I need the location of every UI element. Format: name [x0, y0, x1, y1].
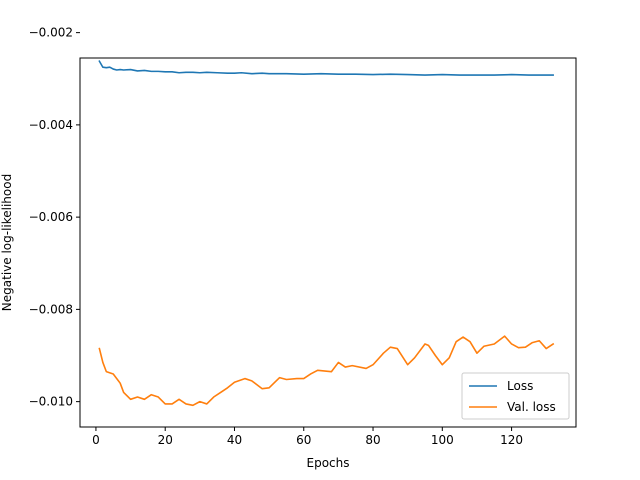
legend-entries: Loss Val. loss [469, 379, 556, 414]
x-axis-title: Epochs [307, 456, 350, 470]
y-tick-label: −0.004 [29, 118, 73, 132]
series-line-loss [98, 60, 554, 76]
y-tick-label: −0.010 [29, 395, 73, 409]
x-tick-label: 80 [365, 433, 380, 447]
axes-frame [79, 57, 577, 428]
x-tick-label: 100 [431, 433, 454, 447]
x-tick-label: 20 [158, 433, 173, 447]
legend-label: Val. loss [507, 400, 556, 414]
x-tick-label: 60 [296, 433, 311, 447]
y-axis-title: Negative log-likelihood [0, 174, 14, 311]
x-tick-label: 0 [92, 433, 100, 447]
series-line-val-loss [98, 335, 555, 407]
x-tick-label: 40 [227, 433, 242, 447]
x-axis-ticks: 0 20 40 60 80 100 120 [92, 427, 523, 447]
legend-label: Loss [507, 379, 533, 393]
y-tick-label: −0.002 [29, 26, 73, 40]
legend: Loss Val. loss [461, 372, 570, 420]
series-layer [98, 60, 555, 407]
y-axis-ticks: −0.002 −0.004 −0.006 −0.008 −0.010 [29, 26, 80, 409]
y-tick-label: −0.008 [29, 302, 73, 316]
y-tick-label: −0.006 [29, 210, 73, 224]
x-tick-label: 120 [500, 433, 523, 447]
